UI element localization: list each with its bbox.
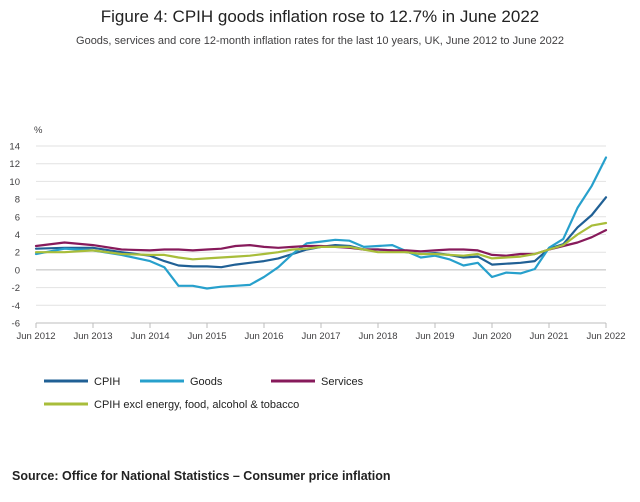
chart-title: Figure 4: CPIH goods inflation rose to 1… [101, 7, 540, 26]
y-axis-unit-label: % [34, 125, 43, 136]
x-tick-label: Jun 2021 [529, 331, 568, 342]
y-tick-label: 10 [9, 177, 20, 188]
x-tick-label: Jun 2016 [244, 331, 283, 342]
y-tick-label: -4 [12, 301, 20, 312]
x-tick-label: Jun 2019 [415, 331, 454, 342]
legend-label-4: CPIH excl energy, food, alcohol & tobacc… [94, 399, 299, 411]
gridlines [36, 145, 606, 324]
y-tick-label: 8 [15, 195, 20, 206]
y-tick-label: 2 [15, 248, 20, 259]
y-tick-label: -2 [12, 283, 20, 294]
plot-area [34, 156, 608, 290]
legend-label-3: Services [321, 376, 364, 388]
y-tick-label: -6 [12, 319, 20, 330]
x-tick-label: Jun 2022 [586, 331, 625, 342]
y-tick-label: 0 [15, 265, 20, 276]
y-tick-label: 4 [15, 230, 20, 241]
chart-subtitle: Goods, services and core 12-month inflat… [76, 35, 564, 47]
legend: CPIH Goods Services CPIH excl energy, food,… [44, 376, 364, 411]
x-tick-label: Jun 2017 [301, 331, 340, 342]
x-axis: Jun 2012 Jun 2013 Jun 2014 Jun 2015 Jun 2016… [16, 322, 626, 342]
legend-label-2: Goods [190, 376, 223, 388]
series-line-4 [34, 221, 608, 261]
series-line-2 [34, 156, 608, 290]
x-tick-label: Jun 2014 [130, 331, 169, 342]
legend-label-1: CPIH [94, 376, 120, 388]
x-tick-label: Jun 2015 [187, 331, 226, 342]
x-tick-label: Jun 2012 [16, 331, 55, 342]
y-tick-label: 12 [9, 159, 20, 170]
x-tick-label: Jun 2018 [358, 331, 397, 342]
y-tick-label: 6 [15, 212, 20, 223]
y-tick-label: 14 [9, 142, 20, 153]
x-tick-label: Jun 2013 [73, 331, 112, 342]
y-axis: 14 12 10 8 6 4 2 0 -2 -4 -6 [9, 142, 20, 330]
source-note: Source: Office for National Statistics –… [12, 469, 391, 483]
x-tick-label: Jun 2020 [472, 331, 511, 342]
